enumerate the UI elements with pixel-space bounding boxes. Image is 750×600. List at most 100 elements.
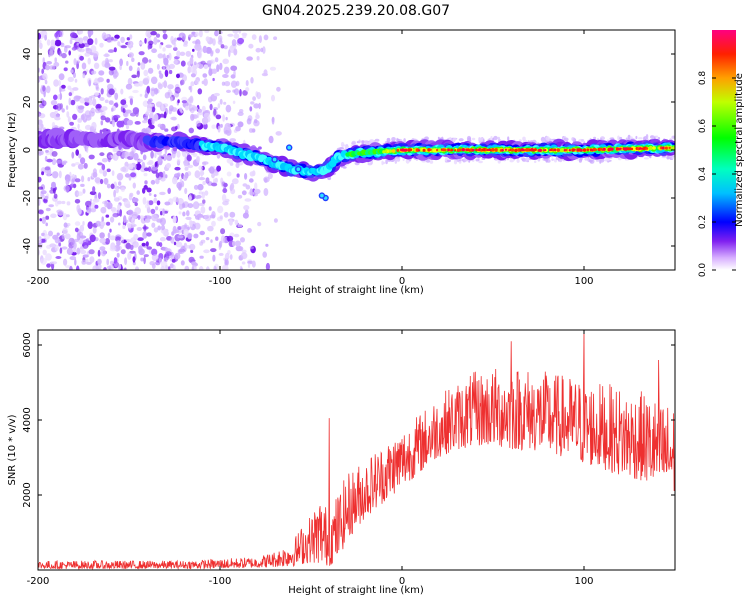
noise-blob: [180, 260, 185, 266]
noise-blob: [113, 47, 117, 53]
noise-blob: [192, 194, 196, 200]
noise-blob: [248, 178, 254, 183]
band-blob: [534, 160, 537, 163]
noise-blob: [190, 261, 197, 266]
noise-blob: [224, 122, 231, 131]
noise-blob: [190, 81, 195, 87]
noise-blob: [144, 37, 147, 44]
noise-blob: [65, 265, 71, 269]
noise-blob: [132, 182, 136, 189]
noise-blob: [67, 76, 75, 83]
noise-blob: [139, 93, 143, 97]
noise-blob: [136, 190, 140, 195]
noise-blob: [54, 116, 61, 121]
noise-blob: [273, 218, 278, 223]
noise-blob: [94, 177, 101, 184]
noise-blob: [202, 180, 206, 186]
noise-blob: [255, 47, 261, 53]
noise-blob: [153, 194, 157, 198]
noise-blob: [200, 206, 206, 214]
noise-blob: [46, 158, 53, 163]
noise-blob: [184, 166, 189, 171]
band-blob: [650, 136, 655, 139]
band-blob: [327, 176, 332, 181]
noise-blob: [205, 237, 210, 241]
noise-blob: [46, 263, 51, 268]
band-blob: [391, 137, 396, 142]
noise-blob: [132, 89, 139, 94]
noise-blob: [90, 207, 97, 213]
signal-blob: [388, 149, 393, 153]
noise-blob: [176, 50, 181, 58]
noise-blob: [245, 87, 250, 92]
noise-blob: [85, 48, 93, 54]
noise-blob: [154, 87, 159, 95]
noise-blob: [51, 261, 58, 265]
band-blob: [516, 158, 520, 163]
noise-blob: [162, 47, 166, 52]
noise-blob: [144, 93, 148, 99]
noise-blob: [205, 266, 210, 270]
noise-blob: [145, 30, 152, 38]
noise-blob: [44, 195, 49, 200]
noise-blob: [229, 254, 233, 260]
noise-blob: [182, 174, 188, 181]
noise-blob: [56, 159, 62, 164]
noise-blob: [43, 198, 48, 203]
signal-blob: [553, 148, 557, 152]
noise-blob: [235, 162, 240, 169]
noise-blob: [118, 181, 122, 186]
band-blob: [644, 135, 647, 140]
noise-blob: [192, 201, 200, 210]
noise-blob: [63, 185, 70, 192]
band-blob: [595, 159, 600, 162]
noise-blob: [148, 98, 153, 102]
noise-blob: [249, 188, 254, 196]
noise-blob: [142, 197, 147, 205]
noise-blob: [156, 200, 161, 206]
signal-blob: [664, 146, 668, 150]
noise-blob: [68, 237, 75, 246]
noise-blob: [59, 92, 63, 100]
y-tick-label: 6000: [22, 332, 33, 357]
noise-blob: [194, 31, 199, 37]
noise-blob: [183, 228, 189, 236]
noise-blob: [199, 230, 205, 236]
noise-blob: [263, 34, 269, 41]
noise-blob: [107, 154, 112, 163]
signal-spot-core: [272, 157, 277, 162]
noise-blob: [150, 31, 157, 36]
noise-blob: [38, 75, 41, 83]
noise-blob: [151, 263, 156, 269]
noise-blob: [234, 240, 241, 247]
snr-marks: [38, 330, 675, 570]
noise-blob: [103, 177, 109, 185]
noise-blob: [101, 216, 104, 223]
band-blob: [386, 137, 391, 143]
signal-blob: [391, 149, 396, 153]
noise-blob: [79, 55, 84, 61]
noise-blob: [174, 252, 181, 260]
noise-blob: [69, 121, 74, 126]
noise-blob: [137, 215, 141, 220]
noise-blob: [209, 166, 215, 174]
noise-blob: [143, 172, 148, 177]
noise-blob: [111, 107, 114, 112]
noise-blob: [224, 130, 230, 134]
noise-blob: [151, 118, 155, 125]
noise-blob: [101, 163, 106, 171]
noise-blob: [174, 166, 181, 171]
noise-blob: [238, 30, 242, 34]
noise-blob: [107, 203, 111, 210]
noise-blob: [44, 34, 47, 41]
noise-blob: [91, 70, 97, 75]
noise-blob: [61, 52, 67, 59]
noise-blob: [106, 78, 110, 83]
noise-blob: [99, 232, 105, 239]
noise-blob: [65, 60, 69, 64]
signal-spot-core: [296, 167, 301, 171]
noise-blob: [228, 219, 233, 226]
noise-blob: [58, 50, 63, 57]
noise-blob: [74, 78, 78, 83]
noise-blob: [99, 97, 105, 101]
